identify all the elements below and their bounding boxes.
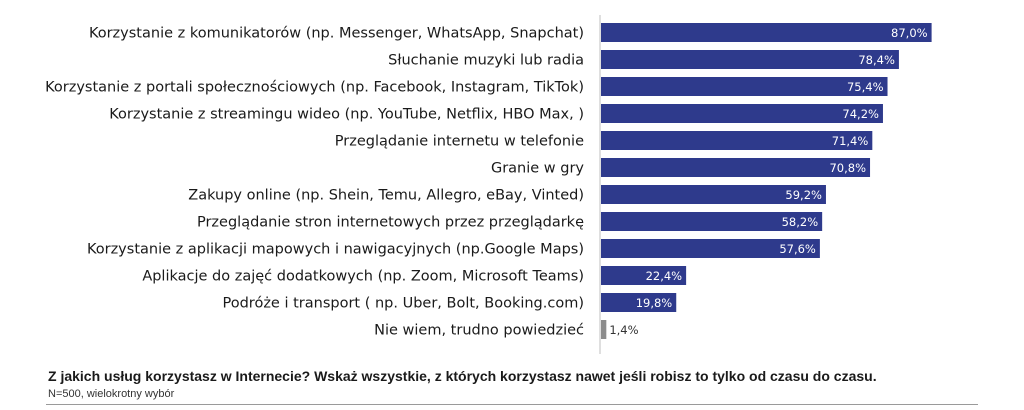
category-label: Korzystanie z komunikatorów (np. Messeng… [89, 26, 584, 42]
data-label: 59,2% [785, 188, 822, 202]
bar [601, 104, 883, 123]
bar [601, 50, 899, 69]
category-label: Przeglądanie internetu w telefonie [335, 134, 584, 150]
bar [601, 320, 607, 339]
category-label: Nie wiem, trudno powiedzieć [374, 323, 584, 339]
bar [601, 131, 873, 150]
data-label: 57,6% [779, 242, 816, 256]
data-label: 22,4% [646, 269, 683, 283]
category-label: Korzystanie z portali społecznościowych … [45, 80, 584, 96]
bar [601, 185, 826, 204]
data-label: 70,8% [829, 161, 866, 175]
category-label: Zakupy online (np. Shein, Temu, Allegro,… [188, 188, 584, 204]
category-label: Przeglądanie stron internetowych przez p… [197, 215, 584, 231]
bar [601, 293, 677, 312]
data-label: 87,0% [891, 26, 928, 40]
bar [601, 158, 871, 177]
category-label: Korzystanie z streamingu wideo (np. YouT… [109, 107, 584, 123]
data-label: 58,2% [782, 215, 819, 229]
category-label: Korzystanie z aplikacji mapowych i nawig… [87, 242, 584, 258]
data-label: 19,8% [636, 296, 673, 310]
bar [601, 239, 820, 258]
chart-question-title: Z jakich usług korzystasz w Internecie? … [48, 368, 877, 384]
bar [601, 212, 823, 231]
category-label: Granie w gry [491, 161, 584, 177]
data-label: 74,2% [842, 107, 879, 121]
bar [601, 77, 888, 96]
data-label: 75,4% [847, 80, 884, 94]
category-label: Aplikacje do zajęć dodatkowych (np. Zoom… [142, 269, 584, 285]
data-label: 78,4% [858, 53, 895, 67]
bar-chart: Korzystanie z komunikatorów (np. Messeng… [45, 15, 932, 354]
category-label: Słuchanie muzyki lub radia [388, 53, 584, 69]
data-label: 1,4% [609, 323, 638, 337]
data-label: 71,4% [832, 134, 869, 148]
bar [601, 23, 932, 42]
chart-sample-note: N=500, wielokrotny wybór [48, 388, 175, 400]
category-label: Podróże i transport ( np. Uber, Bolt, Bo… [223, 296, 585, 312]
bar [601, 266, 687, 285]
bottom-divider [46, 404, 978, 405]
